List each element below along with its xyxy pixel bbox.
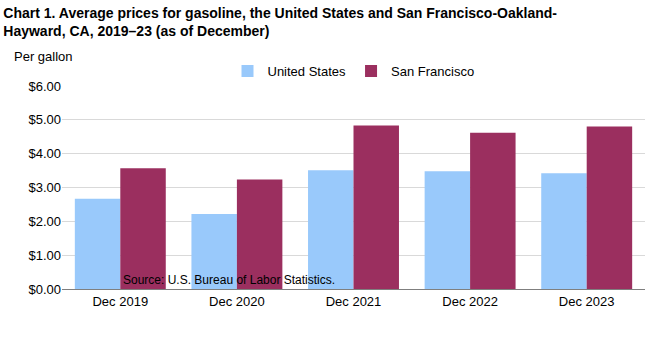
svg-text:Dec 2020: Dec 2020 <box>209 294 265 309</box>
svg-text:$3.00: $3.00 <box>28 180 61 195</box>
svg-text:$4.00: $4.00 <box>28 146 61 161</box>
svg-text:$1.00: $1.00 <box>28 248 61 263</box>
svg-text:$0.00: $0.00 <box>28 282 61 297</box>
svg-text:Dec 2023: Dec 2023 <box>559 294 615 309</box>
svg-text:Dec 2022: Dec 2022 <box>442 294 498 309</box>
svg-text:Dec 2021: Dec 2021 <box>326 294 382 309</box>
svg-text:$2.00: $2.00 <box>28 214 61 229</box>
svg-text:Source: U.S. Bureau of Labor S: Source: U.S. Bureau of Labor Statistics. <box>123 273 335 287</box>
svg-text:$6.00: $6.00 <box>28 79 61 94</box>
svg-text:San Francisco: San Francisco <box>391 64 474 79</box>
svg-text:Per gallon: Per gallon <box>14 49 73 64</box>
svg-text:United States: United States <box>268 64 347 79</box>
svg-text:Chart 1. Average prices for ga: Chart 1. Average prices for gasoline, th… <box>3 5 557 39</box>
svg-text:Dec 2019: Dec 2019 <box>92 294 148 309</box>
svg-text:$5.00: $5.00 <box>28 112 61 127</box>
